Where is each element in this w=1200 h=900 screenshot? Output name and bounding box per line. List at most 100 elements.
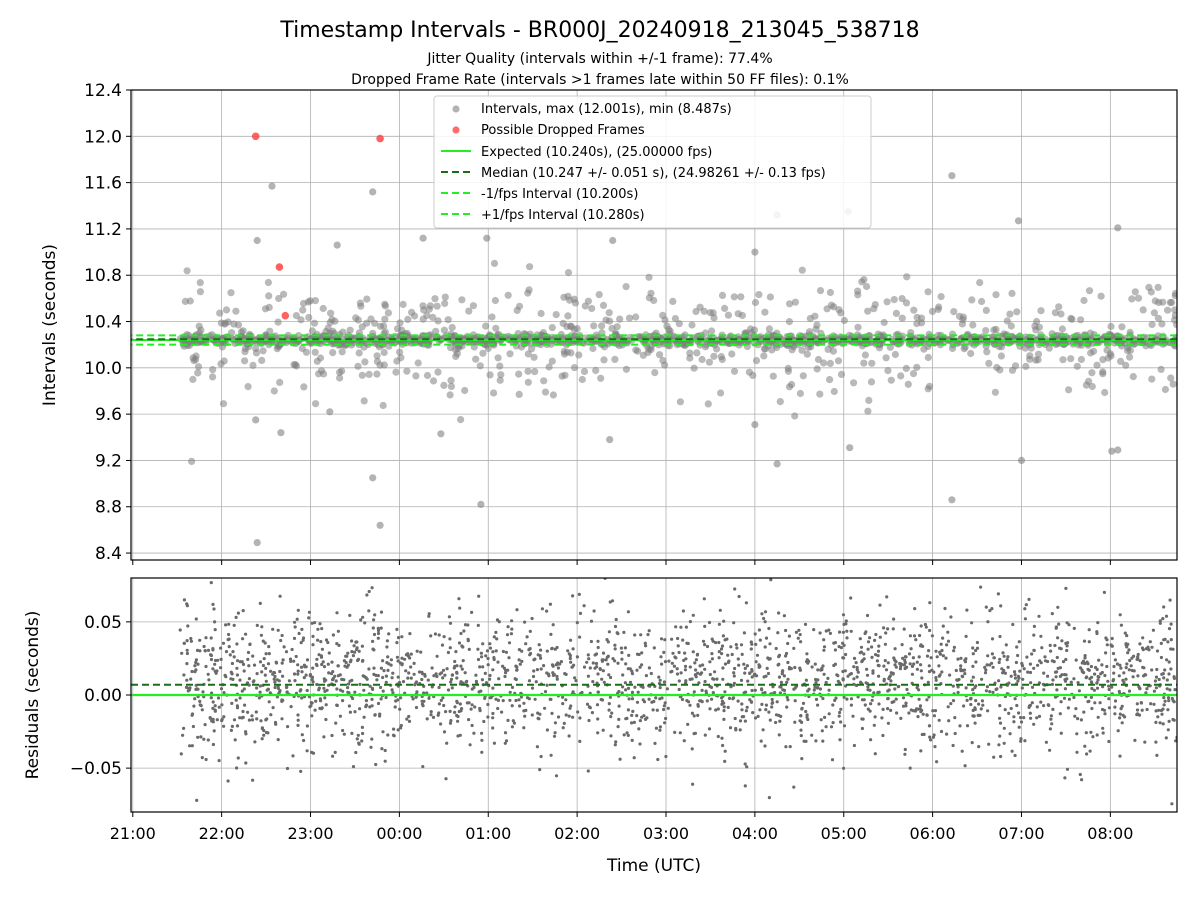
- residual-point: [721, 677, 725, 681]
- interval-point: [249, 361, 257, 369]
- residual-point: [1172, 718, 1176, 722]
- residual-point: [614, 740, 618, 744]
- residual-point: [534, 680, 538, 684]
- residual-point: [1119, 666, 1123, 670]
- residual-point: [291, 754, 295, 758]
- intervals-reference-lines: [131, 334, 1177, 346]
- residual-point: [379, 697, 383, 701]
- residual-point: [320, 627, 324, 631]
- residual-point: [743, 671, 747, 675]
- residual-point: [1128, 658, 1132, 663]
- residual-point: [406, 654, 410, 658]
- residual-point: [763, 744, 767, 748]
- residual-point: [716, 707, 720, 711]
- residual-point: [910, 664, 915, 669]
- residual-point: [198, 703, 202, 707]
- residual-point: [740, 702, 744, 706]
- residual-point: [525, 696, 530, 700]
- interval-outlier-point: [609, 236, 617, 245]
- interval-point: [803, 350, 811, 358]
- interval-point: [329, 349, 337, 357]
- residual-point: [182, 726, 186, 731]
- residual-point: [800, 720, 804, 725]
- residual-point: [1056, 605, 1060, 609]
- interval-point: [338, 348, 346, 356]
- residual-point: [319, 699, 323, 703]
- residual-point: [743, 719, 748, 723]
- interval-point: [1059, 356, 1067, 364]
- interval-point: [700, 307, 708, 315]
- residual-point: [360, 644, 364, 648]
- residual-point: [763, 610, 768, 614]
- residual-point: [616, 661, 620, 665]
- residual-point: [939, 642, 943, 646]
- residual-point: [1074, 658, 1078, 662]
- residual-point: [273, 680, 277, 684]
- residual-point: [344, 660, 348, 665]
- residual-point: [551, 664, 555, 668]
- interval-point: [431, 295, 439, 303]
- interval-point: [903, 273, 911, 281]
- residual-point: [356, 657, 361, 662]
- residual-point: [571, 647, 575, 651]
- residual-point: [617, 704, 621, 708]
- residual-point: [1035, 705, 1039, 709]
- residual-point: [1019, 737, 1023, 741]
- residual-point: [1080, 778, 1084, 782]
- residual-point: [566, 649, 570, 653]
- residual-point: [556, 715, 561, 719]
- residual-point: [951, 699, 956, 703]
- residual-point: [543, 690, 548, 694]
- residual-point: [1055, 655, 1059, 660]
- residual-point: [1032, 722, 1036, 726]
- interval-point: [730, 293, 738, 301]
- residual-point: [408, 632, 412, 636]
- residual-point: [872, 723, 876, 727]
- residual-point: [824, 725, 828, 729]
- residual-point: [1037, 614, 1041, 618]
- residual-point: [439, 722, 443, 726]
- interval-point: [1150, 309, 1158, 317]
- residual-point: [504, 671, 508, 675]
- residual-point: [251, 680, 255, 684]
- residual-point: [374, 762, 378, 767]
- residual-point: [901, 656, 905, 660]
- residual-point: [422, 691, 426, 695]
- interval-point: [811, 312, 819, 320]
- residual-point: [1023, 607, 1027, 611]
- residual-point: [315, 663, 319, 668]
- residual-point: [441, 676, 445, 680]
- residual-point: [710, 697, 714, 701]
- residual-point: [449, 680, 453, 684]
- interval-point: [840, 316, 849, 325]
- residual-point: [887, 688, 891, 692]
- residual-point: [515, 608, 519, 612]
- interval-point: [1073, 362, 1081, 370]
- residual-point: [381, 675, 385, 680]
- residual-point: [267, 652, 271, 656]
- residual-point: [240, 716, 244, 720]
- interval-point: [992, 291, 1000, 299]
- interval-point: [993, 363, 1001, 372]
- interval-point: [1093, 361, 1101, 369]
- interval-point: [991, 388, 1000, 396]
- residual-point: [915, 707, 919, 711]
- residual-point: [361, 731, 365, 736]
- residual-point: [374, 673, 378, 678]
- residual-point: [684, 681, 688, 685]
- interval-point: [926, 382, 934, 390]
- residual-point: [529, 651, 533, 656]
- residual-point: [311, 634, 315, 639]
- interval-point: [1022, 362, 1030, 370]
- residual-point: [179, 752, 183, 756]
- residual-point: [182, 673, 186, 677]
- interval-point: [798, 266, 806, 274]
- residual-point: [253, 740, 257, 744]
- residual-point: [578, 716, 582, 720]
- residual-point: [1168, 688, 1172, 692]
- residual-point: [360, 725, 364, 730]
- residual-point: [796, 636, 800, 640]
- residual-point: [316, 638, 320, 642]
- residual-point: [983, 671, 988, 675]
- residual-point: [480, 738, 484, 742]
